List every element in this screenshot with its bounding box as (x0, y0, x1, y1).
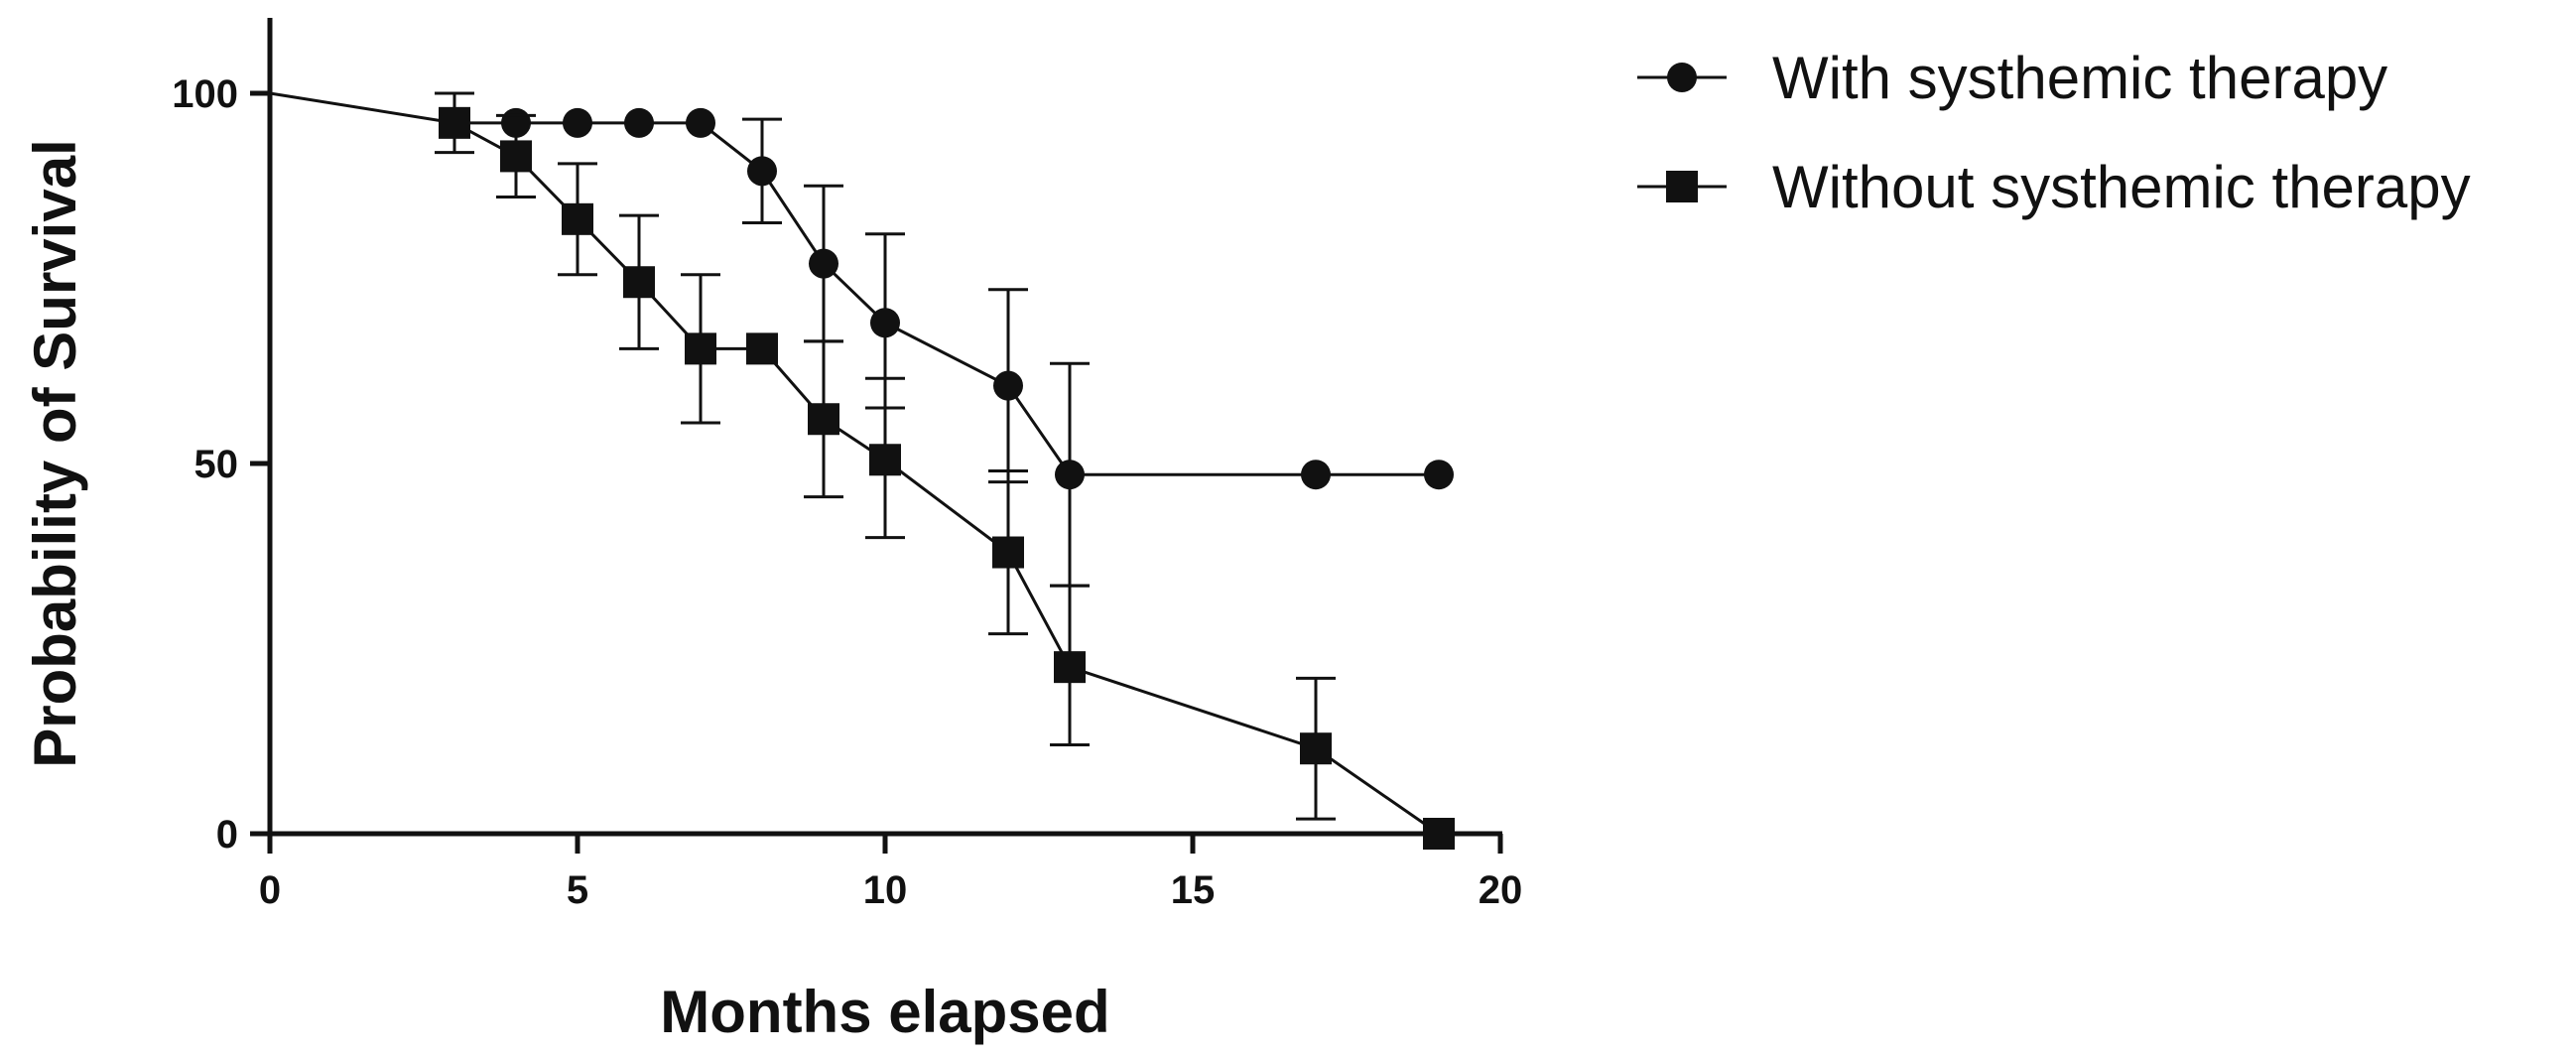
legend-marker-square (1666, 171, 1698, 202)
x-tick-label: 15 (1171, 868, 1216, 912)
y-tick-label: 50 (194, 443, 239, 486)
legend-entry-with-therapy: With systhemic therapy (1637, 45, 2387, 111)
data-point-square (500, 140, 532, 173)
x-tick-label: 10 (863, 868, 908, 912)
data-point-square (1300, 732, 1332, 765)
data-point-circle (686, 107, 715, 138)
y-tick-label: 0 (216, 813, 238, 857)
data-point-square (808, 403, 839, 436)
legend-label: Without systhemic therapy (1772, 154, 2471, 220)
series-without-therapy (439, 106, 1455, 850)
data-point-circle (870, 308, 900, 338)
y-axis-title: Probability of Survival (22, 139, 88, 768)
data-point-circle (624, 107, 654, 138)
data-point-circle (1055, 460, 1085, 490)
data-point-circle (747, 156, 777, 187)
legend: With systhemic therapy Without systhemic … (1637, 45, 2471, 220)
data-point-square (1054, 651, 1086, 684)
data-point-circle (993, 370, 1023, 401)
data-point-square (869, 444, 901, 476)
x-axis-title: Months elapsed (660, 979, 1109, 1045)
data-point-square (623, 266, 655, 299)
y-tick-label: 100 (172, 72, 238, 116)
data-point-square (992, 536, 1024, 569)
x-tick-label: 0 (259, 868, 281, 912)
data-point-square (562, 202, 593, 235)
x-tick-label: 5 (567, 868, 588, 912)
data-point-circle (563, 107, 592, 138)
data-point-circle (1424, 460, 1454, 490)
axes: 0 5 10 15 20 0 50 100 Months elapsed Probability … (22, 18, 1522, 1045)
series-line (453, 121, 1440, 836)
data-point-square (439, 106, 470, 139)
legend-entry-without-therapy: Without systhemic therapy (1637, 154, 2471, 220)
x-tick-label: 20 (1479, 868, 1523, 912)
data-point-circle (809, 248, 838, 279)
legend-label: With systhemic therapy (1772, 45, 2387, 111)
data-point-square (746, 332, 778, 365)
legend-marker-circle (1667, 63, 1697, 92)
data-point-circle (1301, 460, 1331, 490)
series-line (269, 91, 1439, 476)
series-with-therapy (269, 91, 1454, 588)
data-point-square (685, 332, 716, 365)
plot-area (269, 91, 1455, 850)
